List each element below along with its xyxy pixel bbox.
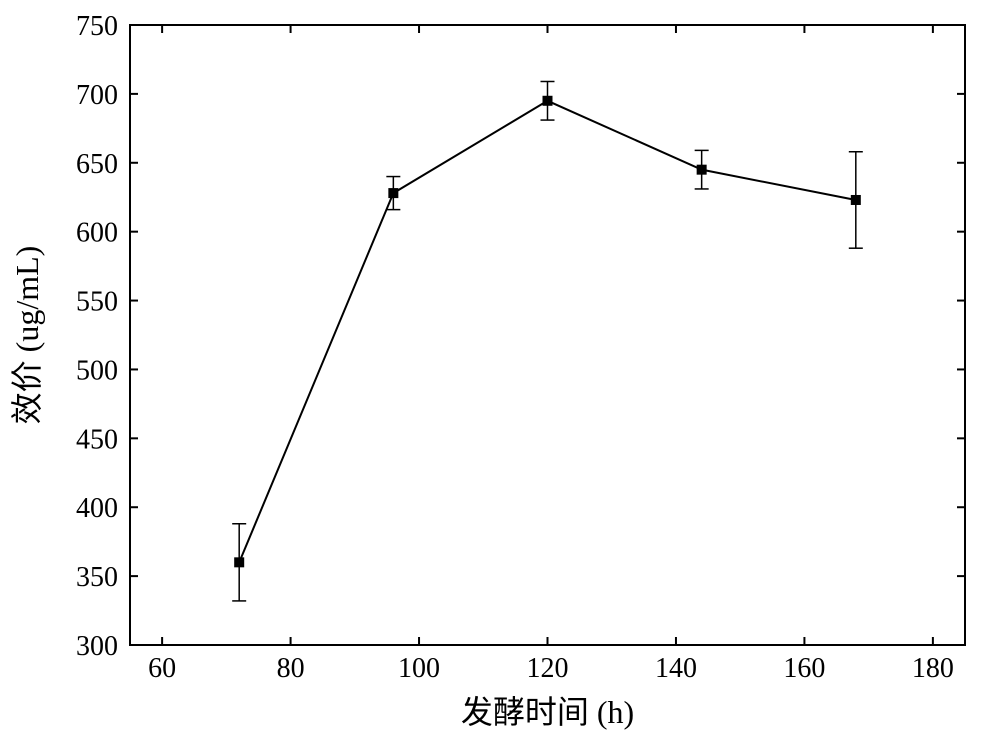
x-tick-label: 120 xyxy=(527,653,569,684)
y-tick-label: 450 xyxy=(76,424,118,455)
y-tick-label: 350 xyxy=(76,562,118,593)
data-marker xyxy=(543,96,553,106)
line-chart: 60 80 100 120 140 160 180 300 350 400 450 500 550 600… xyxy=(0,0,1000,755)
x-tick-label: 100 xyxy=(398,653,440,684)
y-tick-label: 700 xyxy=(76,80,118,111)
x-tick-label: 180 xyxy=(912,653,954,684)
data-marker xyxy=(851,195,861,205)
y-tick-label: 550 xyxy=(76,287,118,318)
x-tick-label: 160 xyxy=(783,653,825,684)
y-tick-label: 400 xyxy=(76,493,118,524)
x-tick-label: 80 xyxy=(277,653,305,684)
x-tick-label: 60 xyxy=(148,653,176,684)
y-tick-label: 750 xyxy=(76,11,118,42)
data-marker xyxy=(388,188,398,198)
y-tick-label: 600 xyxy=(76,218,118,249)
data-marker xyxy=(234,557,244,567)
y-axis-label: 效价 (ug/mL) xyxy=(9,246,45,425)
y-tick-label: 300 xyxy=(76,631,118,662)
x-axis-label: 发酵时间 (h) xyxy=(461,694,634,730)
y-tick-label: 650 xyxy=(76,149,118,180)
data-line xyxy=(239,101,856,563)
data-marker xyxy=(697,165,707,175)
x-tick-label: 140 xyxy=(655,653,697,684)
chart-container: 60 80 100 120 140 160 180 300 350 400 450 500 550 600… xyxy=(0,0,1000,755)
y-tick-label: 500 xyxy=(76,355,118,386)
